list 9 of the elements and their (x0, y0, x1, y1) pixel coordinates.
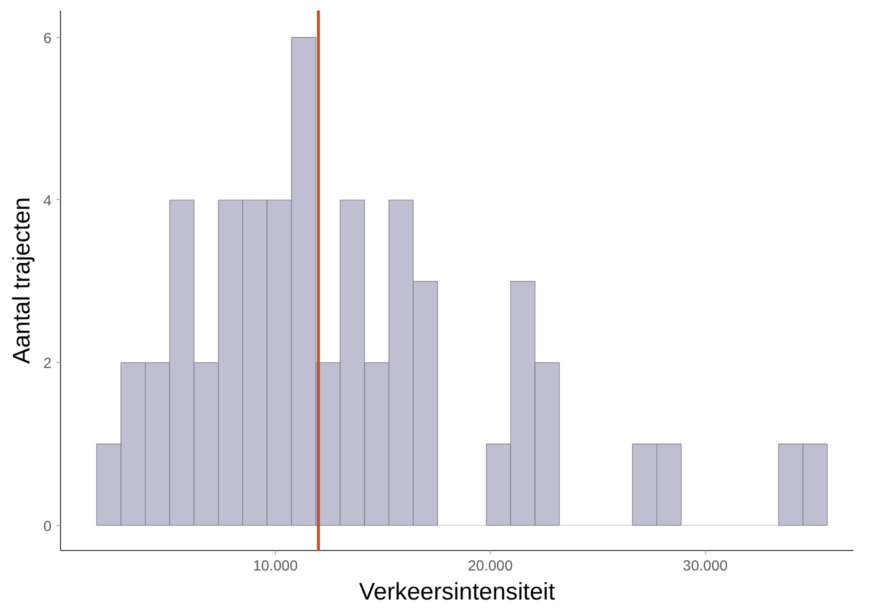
y-tick-label: 2 (43, 356, 52, 372)
y-tick-label: 4 (43, 193, 52, 210)
x-axis-title: Verkeersintensiteit (358, 578, 556, 606)
x-tick-label: 30.000 (682, 558, 728, 574)
x-tick-label: 10.000 (252, 558, 298, 574)
y-tick-label: 6 (43, 30, 52, 47)
x-tick-label: 20.000 (468, 558, 513, 574)
y-tick-label: 0 (43, 518, 52, 535)
y-axis-title: Aantal trajecten (8, 197, 36, 364)
